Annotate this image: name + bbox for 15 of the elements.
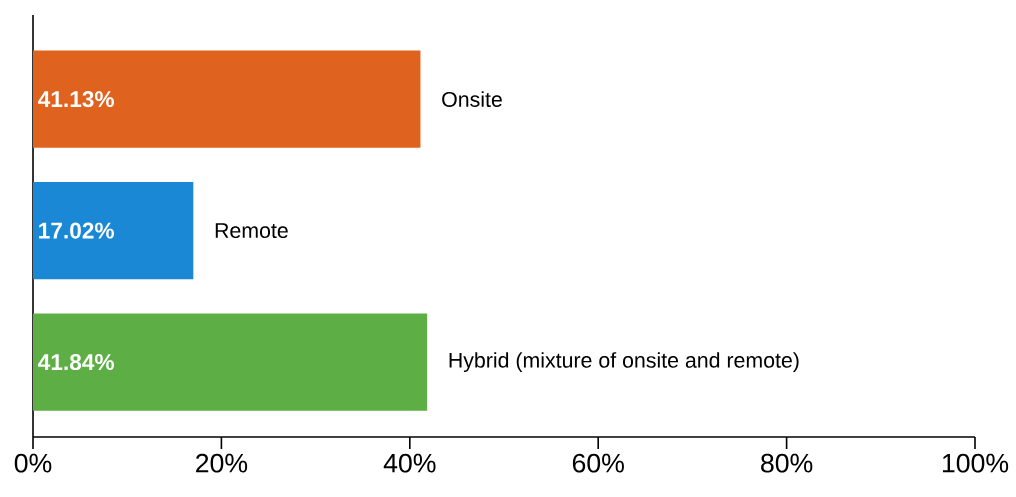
data-label: 41.84% xyxy=(38,354,114,371)
data-label: 17.02% xyxy=(39,222,114,239)
y-tick-label: Onsite xyxy=(442,91,502,107)
bar xyxy=(33,181,194,280)
x-tick-label: 60% xyxy=(572,453,624,473)
y-tick-label: Remote xyxy=(215,223,288,239)
bar xyxy=(33,313,428,411)
x-tick-label: 40% xyxy=(383,453,436,473)
y-tick-label: Hybrid (mixture of onsite and remote) xyxy=(449,352,799,373)
x-tick-label: 20% xyxy=(196,453,248,473)
x-tick-label: 100% xyxy=(942,453,1009,473)
x-tick-label: 80% xyxy=(761,453,813,473)
x-tick-label: 0% xyxy=(14,453,52,473)
data-label: 41.13% xyxy=(38,91,114,108)
bar xyxy=(33,50,421,148)
